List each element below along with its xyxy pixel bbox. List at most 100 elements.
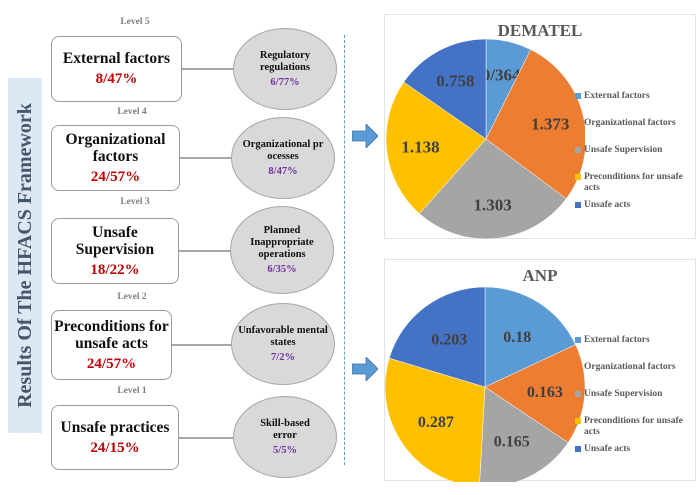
dematel-chart-panel: DEMATEL 0/364 1.373 1.303 1.138 0.758 Extern… [384, 14, 696, 240]
sub-factor-value: 6/35% [267, 264, 297, 275]
pie-slice-organizational-factors [485, 49, 585, 200]
pie-slice-preconditions-for-unsafe-acts [385, 81, 487, 214]
pie-slice-unsafe-acts [388, 286, 486, 388]
legend-item: Unsafe Supervision [575, 145, 695, 156]
pie-slice-preconditions-for-unsafe-acts [385, 357, 486, 482]
legend-label: Preconditions for unsafe acts [584, 416, 683, 437]
legend-swatch [575, 93, 581, 99]
connector-line [182, 68, 234, 70]
sub-factor-name: Planned Inappropriate operations [250, 225, 314, 260]
sub-factor-ellipse: Organizational processes 8/47% [231, 117, 335, 199]
legend-item: Preconditions for unsafe acts [575, 172, 695, 194]
legend-label: Unsafe acts [584, 444, 631, 454]
legend-swatch [575, 418, 581, 424]
legend-label: Preconditions for unsafe acts [584, 172, 683, 193]
pie-data-label: 0.165 [494, 433, 530, 450]
framework-side-title: Results Of The HFACS Framework [8, 78, 42, 433]
factor-box-preconditions: Preconditions for unsafe acts 24/57% [51, 310, 172, 380]
legend-swatch [575, 120, 581, 126]
factor-name: External factors [62, 50, 171, 67]
legend-item: Preconditions for unsafe acts [575, 416, 695, 438]
connector-line [180, 157, 232, 159]
level-label: Level 4 [117, 107, 147, 117]
sub-factor-name: Unfavorable mental states [238, 325, 328, 348]
pie-data-label: 1.138 [401, 138, 439, 157]
side-title-text: Results Of The HFACS Framework [13, 103, 36, 408]
level-label: Level 5 [120, 17, 150, 27]
legend-item: Unsafe acts [575, 444, 695, 455]
factor-name: Unsafe practices [60, 418, 170, 436]
right-arrow-icon [352, 357, 378, 381]
pie-slice-unsafe-supervision [479, 386, 569, 482]
legend-swatch [575, 174, 581, 180]
pie-data-label: 0.203 [431, 331, 467, 348]
factor-name: Organizational factors [65, 130, 166, 165]
legend-label: Unsafe Supervision [584, 145, 663, 155]
pie-data-label: 0/364 [482, 66, 521, 85]
sub-factor-name: Regulatory regulations [259, 50, 311, 73]
legend-swatch [575, 147, 581, 153]
pie-slice-external-factors [484, 286, 576, 388]
legend-swatch [575, 446, 581, 452]
sub-factor-value: 6/77% [270, 77, 300, 88]
sub-factor-value: 5/5% [273, 445, 297, 456]
pie-slice-organizational-factors [484, 344, 585, 443]
pie-data-label: 0.163 [527, 384, 563, 401]
section-divider [344, 35, 345, 465]
legend-label: Organizational factors [584, 362, 676, 372]
sub-factor-ellipse: Skill-based error 5/5% [233, 396, 337, 478]
factor-value: 24/57% [86, 355, 137, 372]
factor-value: 18/22% [90, 261, 140, 278]
connector-line [172, 344, 231, 346]
factor-box-unsafe-practices: Unsafe practices 24/15% [51, 405, 179, 470]
sub-factor-ellipse: Unfavorable mental states 7/2% [231, 303, 335, 385]
level-label: Level 3 [120, 197, 150, 207]
right-arrow-icon [352, 124, 378, 148]
factor-value: 8/47% [95, 71, 138, 87]
legend-item: Organizational factors [575, 118, 695, 129]
legend-item: External factors [575, 91, 695, 102]
anp-pie: 0.18 0.163 0.165 0.287 0.203 [385, 286, 585, 482]
pie-slice-unsafe-acts [403, 38, 487, 140]
chart-title: DEMATEL [497, 21, 583, 40]
legend-swatch [575, 391, 581, 397]
pie-data-label: 1.373 [531, 115, 569, 134]
factor-box-external: External factors 8/47% [51, 36, 182, 102]
level-label: Level 2 [117, 292, 147, 302]
legend-swatch [575, 202, 581, 208]
pie-data-label: 0.18 [503, 329, 531, 346]
sub-factor-name: Organizational processes [242, 139, 324, 162]
legend-swatch [575, 337, 581, 343]
anp-chart-panel: ANP 0.18 0.163 0.165 0.287 0.203 External fa… [384, 259, 696, 482]
legend-label: External factors [584, 91, 650, 101]
pie-data-label: 0.287 [418, 414, 454, 431]
sub-factor-ellipse: Planned Inappropriate operations 6/35% [230, 206, 334, 294]
legend-label: Unsafe acts [584, 200, 631, 210]
sub-factor-ellipse: Regulatory regulations 6/77% [233, 28, 337, 110]
legend-item: Unsafe Supervision [575, 389, 695, 400]
pie-slice-unsafe-supervision [419, 138, 567, 240]
level-label: Level 1 [117, 386, 147, 396]
pie-data-label: 0.758 [436, 71, 474, 90]
factor-value: 24/15% [90, 439, 140, 456]
sub-factor-value: 7/2% [271, 352, 295, 363]
sub-factor-name: Skill-based error [260, 418, 310, 441]
legend-item: Organizational factors [575, 362, 695, 373]
chart-legend: External factors Organizational factors … [575, 335, 695, 471]
chart-title: ANP [522, 266, 558, 285]
sub-factor-value: 8/47% [268, 166, 298, 177]
legend-label: Unsafe Supervision [584, 389, 663, 399]
factor-box-supervision: Unsafe Supervision 18/22% [51, 218, 179, 284]
connector-line [179, 250, 231, 252]
connector-line [179, 437, 233, 439]
factor-box-organizational: Organizational factors 24/57% [51, 125, 180, 191]
chart-legend: External factors Organizational factors … [575, 91, 695, 227]
legend-item: Unsafe acts [575, 200, 695, 211]
legend-label: Organizational factors [584, 118, 676, 128]
pie-data-label: 1.303 [474, 196, 512, 215]
dematel-pie: 0/364 1.373 1.303 1.138 0.758 [385, 38, 585, 240]
legend-swatch [575, 364, 581, 370]
legend-label: External factors [584, 335, 650, 345]
factor-name: Unsafe Supervision [75, 223, 155, 258]
factor-name: Preconditions for unsafe acts [54, 317, 169, 352]
